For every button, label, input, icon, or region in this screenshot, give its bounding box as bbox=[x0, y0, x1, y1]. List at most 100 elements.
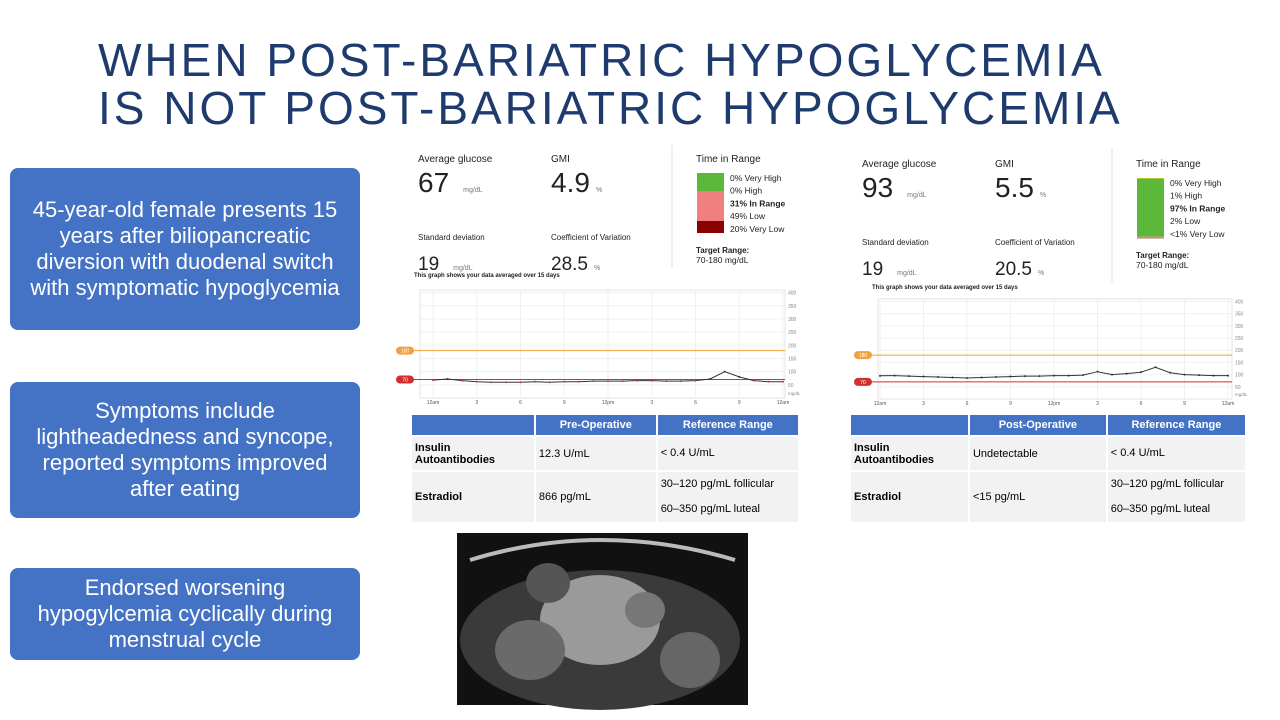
profile-point bbox=[519, 381, 522, 384]
profile-point bbox=[1082, 374, 1084, 377]
header-row: Pre-Operative Reference Range bbox=[412, 415, 798, 435]
y-tick-label: 100 bbox=[788, 370, 797, 376]
profile-point bbox=[879, 374, 881, 377]
table-row: Insulin Autoantibodies 12.3 U/mL < 0.4 U/m… bbox=[412, 437, 798, 470]
threshold-tag bbox=[854, 377, 872, 386]
y-tick-label: 200 bbox=[788, 343, 797, 349]
threshold-label: 180 bbox=[401, 349, 410, 355]
cell-line: < 0.4 U/mL bbox=[660, 447, 715, 459]
y-unit: mg/dL bbox=[1235, 392, 1248, 397]
metric-label: GMI bbox=[995, 159, 1014, 170]
callout: 45-year-old female presents 15 years aft… bbox=[10, 168, 360, 330]
table-row: Insulin Autoantibodies Undetectable < 0.4 … bbox=[851, 437, 1245, 470]
x-tick-label: 6 bbox=[966, 401, 969, 407]
tir-label: 0% Very High bbox=[730, 173, 782, 183]
profile-point bbox=[908, 375, 910, 378]
callout: Endorsed worsening hypogylcemia cyclical… bbox=[10, 568, 360, 660]
profile-point bbox=[621, 380, 624, 383]
tir-title: Time in Range bbox=[1136, 159, 1201, 170]
tir-label: 20% Very Low bbox=[730, 224, 785, 234]
profile-point bbox=[679, 380, 682, 383]
profile-point bbox=[475, 380, 478, 383]
y-tick-label: 350 bbox=[1235, 312, 1244, 318]
metric-value: 19 bbox=[418, 254, 439, 275]
header-cell bbox=[412, 415, 534, 435]
profile-point bbox=[1111, 373, 1113, 376]
profile-point bbox=[490, 381, 493, 384]
tir-label: 31% In Range bbox=[730, 198, 786, 208]
threshold-tag bbox=[396, 346, 414, 355]
callout: Symptoms include lightheadedness and syn… bbox=[10, 382, 360, 518]
y-tick-label: 50 bbox=[788, 383, 794, 389]
profile-point bbox=[1024, 375, 1026, 378]
profile-point bbox=[893, 374, 896, 377]
x-tick-label: 12am bbox=[427, 400, 440, 406]
profile-point bbox=[650, 379, 653, 382]
threshold-tag bbox=[396, 375, 414, 384]
header-cell: Post-Operative bbox=[969, 415, 1106, 435]
profile-point bbox=[461, 379, 464, 382]
table-row: Estradiol 866 pg/mL 30–120 pg/mL follicula… bbox=[412, 472, 798, 522]
row-label: Estradiol bbox=[412, 472, 534, 522]
metric-value: 67 bbox=[418, 167, 449, 198]
profile-point bbox=[1125, 372, 1128, 375]
graph-caption: This graph shows your data averaged over… bbox=[872, 285, 1018, 291]
x-tick-label: 3 bbox=[650, 400, 653, 406]
profile-point bbox=[723, 370, 726, 373]
x-tick-label: 12pm bbox=[602, 400, 615, 406]
profile-point bbox=[665, 380, 668, 383]
cell: 12.3 U/mL bbox=[535, 437, 656, 470]
metric-label: Coefficient of Variation bbox=[995, 238, 1075, 247]
y-tick-label: 150 bbox=[1235, 360, 1244, 366]
y-tick-label: 150 bbox=[788, 356, 797, 362]
y-tick-label: 250 bbox=[1235, 336, 1244, 342]
metric-label: GMI bbox=[551, 154, 570, 165]
tir-segment bbox=[697, 173, 724, 192]
profile-point bbox=[980, 376, 983, 379]
y-tick-label: 300 bbox=[788, 317, 797, 323]
y-tick-label: 400 bbox=[1235, 299, 1244, 305]
y-tick-label: 350 bbox=[788, 304, 797, 310]
profile-point bbox=[922, 375, 925, 378]
profile-point bbox=[951, 376, 954, 379]
mri-image bbox=[457, 533, 748, 710]
y-tick-label: 300 bbox=[1235, 324, 1244, 330]
tir-segment bbox=[697, 191, 724, 221]
graph-frame bbox=[877, 298, 1233, 400]
profile-point bbox=[636, 379, 639, 382]
profile-point bbox=[995, 376, 997, 379]
tir-segment bbox=[697, 221, 724, 233]
metric-unit: mg/dL bbox=[463, 187, 483, 194]
metric-value: 4.9 bbox=[551, 167, 590, 198]
profile-point bbox=[767, 380, 770, 383]
profile-point bbox=[1009, 375, 1012, 378]
profile-point bbox=[1053, 374, 1055, 377]
cell: 866 pg/mL bbox=[535, 472, 656, 522]
profile-point bbox=[1169, 371, 1171, 374]
profile-point bbox=[1154, 366, 1157, 369]
x-tick-label: 3 bbox=[922, 401, 925, 407]
cell: <15 pg/mL bbox=[969, 472, 1106, 522]
tir-label: 2% Low bbox=[1170, 216, 1201, 226]
header-cell: Reference Range bbox=[1107, 415, 1245, 435]
cell-line: 30–120 pg/mL follicular bbox=[1110, 478, 1225, 490]
y-tick-label: 100 bbox=[1235, 373, 1244, 379]
row-label: Insulin Autoantibodies bbox=[851, 437, 968, 470]
x-tick-label: 12pm bbox=[1048, 401, 1061, 407]
table-row: Estradiol <15 pg/mL 30–120 pg/mL follicula… bbox=[851, 472, 1245, 522]
cell: Undetectable bbox=[969, 437, 1106, 470]
tir-title: Time in Range bbox=[696, 154, 761, 165]
metric-unit: % bbox=[596, 187, 602, 194]
cell-line: 60–350 pg/mL luteal bbox=[660, 503, 760, 515]
profile-point bbox=[752, 379, 755, 382]
target-value: 70-180 mg/dL bbox=[696, 255, 749, 265]
metric-label: Average glucose bbox=[862, 159, 937, 170]
metric-value: 5.5 bbox=[995, 172, 1034, 203]
header-row: Post-Operative Reference Range bbox=[851, 415, 1245, 435]
data-table: Pre-Operative Reference Range Insulin Auto… bbox=[410, 413, 800, 524]
cell: 30–120 pg/mL follicular 60–350 pg/mL lute… bbox=[1107, 472, 1245, 522]
tir-label: <1% Very Low bbox=[1170, 229, 1225, 239]
metric-label: Average glucose bbox=[418, 154, 493, 165]
